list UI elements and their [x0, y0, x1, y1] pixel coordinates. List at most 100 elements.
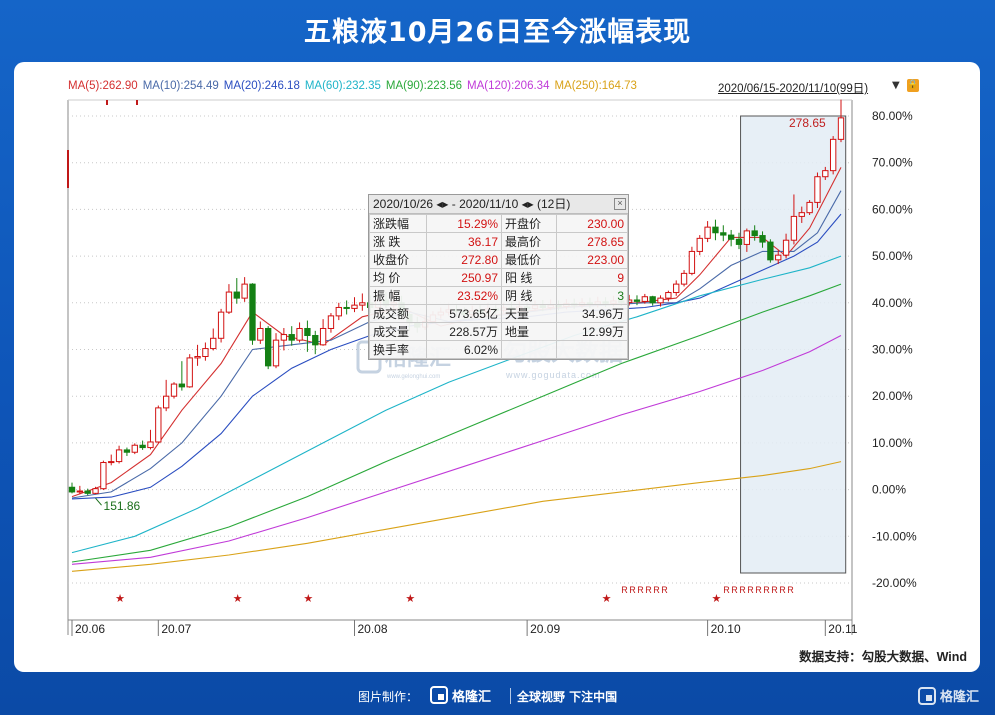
low-pointer [95, 497, 102, 506]
candle-down [633, 299, 641, 302]
y-tick-label: 0.00% [872, 483, 906, 497]
candle-up [280, 334, 288, 341]
candle-up [194, 356, 201, 359]
ma-line [71, 283, 842, 563]
candle-up [680, 272, 688, 285]
candle-up [147, 441, 154, 449]
ma-legend: MA(5):262.90 MA(10):254.49 MA(20):246.18 MA… [68, 80, 642, 96]
candle-up [100, 462, 107, 490]
lock-icon[interactable]: 🔒 [907, 79, 919, 92]
y-tick-label: 30.00% [872, 343, 913, 357]
popup-range: 2020/10/26 ◂▸ - 2020/11/10 ◂▸ (12日) [373, 197, 571, 211]
star-marker: ★ [405, 592, 415, 605]
ma-line [71, 461, 842, 572]
ma-line [71, 255, 842, 554]
y-tick-label: -20.00% [872, 576, 917, 590]
candle-down [712, 226, 719, 234]
candle-up [359, 302, 366, 306]
stats-cell [501, 340, 557, 359]
stats-cell: 收盘价 [369, 250, 427, 269]
candle-down [735, 238, 743, 245]
candle-up [327, 315, 335, 329]
date-range-selector[interactable]: 2020/06/15-2020/11/10(99日) [718, 83, 869, 95]
star-marker: ★ [711, 592, 721, 605]
stats-row: 涨跌幅 15.29% 开盘价 230.00 [369, 214, 628, 233]
popup-header: 2020/10/26 ◂▸ - 2020/11/10 ◂▸ (12日) × [369, 195, 628, 214]
candle-down [178, 383, 186, 388]
stats-cell: 272.80 [426, 250, 502, 269]
stats-cell [556, 340, 628, 359]
stats-cell: 223.00 [556, 250, 628, 269]
candle-up [829, 138, 837, 172]
stats-row: 收盘价 272.80 最低价 223.00 [369, 250, 628, 269]
candle-down [304, 327, 311, 336]
candle-down [265, 327, 272, 367]
candle-up [108, 461, 115, 464]
ma-line [71, 335, 842, 565]
candle-down [343, 306, 350, 309]
candle-up [296, 327, 303, 341]
made-by-label: 图片制作： [358, 690, 419, 704]
triangle-down-icon[interactable]: ▼ [892, 80, 900, 91]
candle-up [131, 444, 138, 453]
star-marker: ★ [233, 592, 243, 605]
stats-cell: 3 [556, 286, 628, 305]
x-tick-label: 20.09 [530, 622, 560, 636]
candle-up [673, 283, 680, 294]
stats-cell: 均 价 [369, 268, 427, 287]
y-tick-label: 40.00% [872, 296, 913, 310]
y-tick-label: 60.00% [872, 202, 913, 216]
candle-down [720, 232, 727, 236]
corner-logo-text: 格隆汇 [940, 690, 980, 705]
candle-up [115, 449, 123, 463]
candle-up [155, 407, 162, 443]
slogan: 全球视野 下注中国 [517, 690, 618, 704]
ma-legend-item: MA(120):206.34 [467, 80, 550, 92]
watermark-brand-url: www.gelonghui.com [386, 374, 440, 380]
stats-table: 涨跌幅 15.29% 开盘价 230.00 涨 跌 36.17 最高价 278.65 收盘价 27… [369, 214, 628, 359]
candle-down [751, 230, 758, 237]
stats-cell: 34.96万 [556, 304, 628, 323]
candle-up [775, 254, 782, 261]
stats-cell: 9 [556, 268, 628, 287]
candle-up [696, 237, 703, 252]
stats-cell: 36.17 [426, 232, 502, 251]
candle-up [170, 383, 178, 397]
y-tick-label: 20.00% [872, 389, 913, 403]
candle-up [351, 304, 358, 309]
brand-logo: 格隆汇 [430, 684, 491, 706]
ma-legend-item: MA(20):246.18 [223, 80, 300, 92]
stats-cell: 12.99万 [556, 322, 628, 341]
candle-down [68, 486, 76, 493]
footer-divider [510, 688, 511, 704]
candle-down [649, 296, 656, 304]
y-tick-label: 50.00% [872, 249, 913, 263]
stats-cell: 最低价 [501, 250, 557, 269]
watermark-gogu-url: www.gogudata.com [505, 370, 601, 380]
stats-cell: 15.29% [426, 214, 502, 233]
candle-down [139, 444, 146, 449]
stats-cell: 开盘价 [501, 214, 557, 233]
candle-down [312, 334, 319, 346]
close-icon[interactable]: × [614, 198, 626, 210]
ma-legend-item: MA(250):164.73 [554, 80, 637, 92]
y-tick-label: 80.00% [872, 109, 913, 123]
page-title: 五粮液10月26日至今涨幅表现 [303, 17, 692, 48]
data-source: 数据支持：勾股大数据、Wind [799, 650, 967, 664]
candle-up [92, 488, 99, 494]
star-marker: ★ [115, 592, 125, 605]
ma-legend-item: MA(5):262.90 [68, 80, 138, 92]
stats-cell: 涨 跌 [369, 232, 427, 251]
ma-legend-item: MA(60):232.35 [304, 80, 381, 92]
stats-cell: 天量 [501, 304, 557, 323]
candle-down [759, 235, 766, 243]
corner-logo-icon [918, 686, 936, 705]
range-stats-popup: 2020/10/26 ◂▸ - 2020/11/10 ◂▸ (12日) × 涨跌… [368, 194, 629, 360]
x-tick-label: 20.08 [357, 622, 387, 636]
x-tick-label: 20.06 [75, 622, 105, 636]
star-marker: ★ [303, 592, 313, 605]
corner-brand-logo: 格隆汇 [918, 686, 979, 705]
y-tick-label: -10.00% [872, 529, 917, 543]
candle-up [202, 348, 209, 358]
